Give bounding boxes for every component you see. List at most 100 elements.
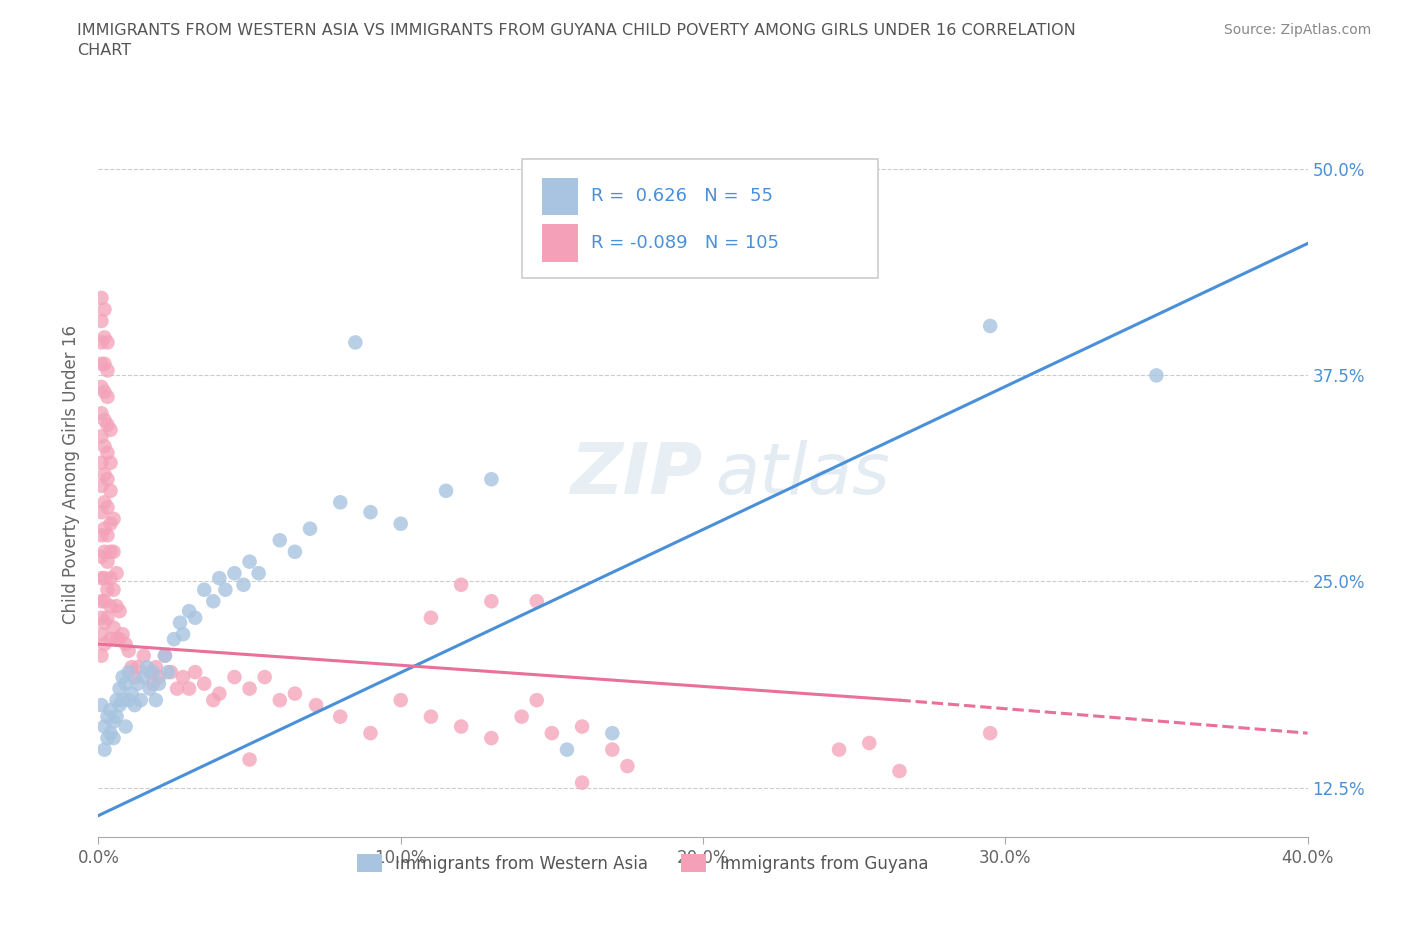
Point bbox=[108, 604, 131, 618]
Point bbox=[166, 681, 188, 696]
Bar bbox=[543, 224, 578, 261]
Point bbox=[239, 681, 262, 696]
Point bbox=[253, 670, 276, 684]
Point bbox=[108, 681, 131, 696]
Point bbox=[344, 335, 367, 350]
Point bbox=[481, 472, 503, 486]
Point bbox=[96, 710, 118, 724]
Point bbox=[193, 676, 215, 691]
Point bbox=[93, 413, 115, 428]
Point bbox=[232, 578, 254, 592]
Point bbox=[105, 631, 128, 646]
Point bbox=[111, 693, 134, 708]
Point bbox=[135, 659, 157, 674]
Point bbox=[526, 594, 548, 609]
Point bbox=[450, 719, 472, 734]
Text: Source: ZipAtlas.com: Source: ZipAtlas.com bbox=[1223, 23, 1371, 37]
Point bbox=[103, 512, 125, 526]
Point bbox=[103, 620, 125, 635]
Point bbox=[93, 637, 115, 652]
Point bbox=[172, 627, 194, 642]
Text: atlas: atlas bbox=[716, 440, 890, 509]
Point bbox=[360, 725, 382, 740]
Point bbox=[93, 439, 115, 454]
Point bbox=[184, 665, 207, 680]
Point bbox=[481, 731, 503, 746]
Point bbox=[224, 670, 246, 684]
Y-axis label: Child Poverty Among Girls Under 16: Child Poverty Among Girls Under 16 bbox=[62, 325, 80, 624]
Point bbox=[100, 571, 122, 586]
Point bbox=[132, 648, 155, 663]
Point bbox=[114, 719, 136, 734]
Point bbox=[284, 686, 307, 701]
Point bbox=[434, 484, 457, 498]
Point bbox=[96, 554, 118, 569]
Point bbox=[90, 627, 112, 642]
Point bbox=[148, 676, 170, 691]
Point bbox=[247, 565, 270, 580]
Point bbox=[103, 731, 125, 746]
Point bbox=[108, 631, 131, 646]
Point bbox=[105, 693, 128, 708]
Point bbox=[100, 725, 122, 740]
Point bbox=[420, 710, 443, 724]
Point bbox=[142, 665, 165, 680]
Point bbox=[105, 599, 128, 614]
Point bbox=[90, 313, 112, 328]
Point bbox=[179, 681, 201, 696]
Point bbox=[93, 742, 115, 757]
Point bbox=[93, 522, 115, 537]
Point bbox=[481, 594, 503, 609]
Legend: Immigrants from Western Asia, Immigrants from Guyana: Immigrants from Western Asia, Immigrants… bbox=[350, 847, 935, 880]
Point bbox=[193, 582, 215, 597]
Point bbox=[172, 670, 194, 684]
Point bbox=[184, 610, 207, 625]
Point bbox=[124, 670, 146, 684]
Point bbox=[602, 742, 624, 757]
Point bbox=[571, 776, 593, 790]
Point bbox=[389, 516, 412, 531]
Point bbox=[100, 516, 122, 531]
Point bbox=[96, 472, 118, 486]
Point bbox=[96, 731, 118, 746]
Point bbox=[239, 554, 262, 569]
Point bbox=[93, 384, 115, 399]
Point bbox=[510, 710, 533, 724]
Point bbox=[305, 698, 328, 712]
Point bbox=[127, 659, 149, 674]
Point bbox=[90, 335, 112, 350]
Bar bbox=[543, 178, 578, 216]
Point bbox=[90, 478, 112, 493]
Point bbox=[114, 637, 136, 652]
Point bbox=[90, 528, 112, 543]
Point bbox=[139, 665, 162, 680]
Point bbox=[114, 676, 136, 691]
Point bbox=[450, 578, 472, 592]
Point bbox=[208, 686, 231, 701]
Point bbox=[90, 505, 112, 520]
Point bbox=[93, 616, 115, 631]
Point bbox=[93, 594, 115, 609]
Point bbox=[142, 676, 165, 691]
Point bbox=[156, 665, 179, 680]
Point bbox=[90, 356, 112, 371]
Point bbox=[329, 495, 352, 510]
Point bbox=[127, 676, 149, 691]
Point bbox=[420, 610, 443, 625]
Point bbox=[100, 631, 122, 646]
Point bbox=[93, 467, 115, 482]
Point bbox=[90, 698, 112, 712]
Point bbox=[111, 627, 134, 642]
Point bbox=[96, 445, 118, 460]
Point bbox=[93, 495, 115, 510]
Point bbox=[90, 571, 112, 586]
Point bbox=[555, 742, 578, 757]
Point bbox=[105, 710, 128, 724]
Point bbox=[103, 582, 125, 597]
Point bbox=[93, 330, 115, 345]
Point bbox=[100, 544, 122, 559]
Point bbox=[329, 710, 352, 724]
Point bbox=[103, 544, 125, 559]
Point bbox=[100, 456, 122, 471]
Point bbox=[602, 725, 624, 740]
